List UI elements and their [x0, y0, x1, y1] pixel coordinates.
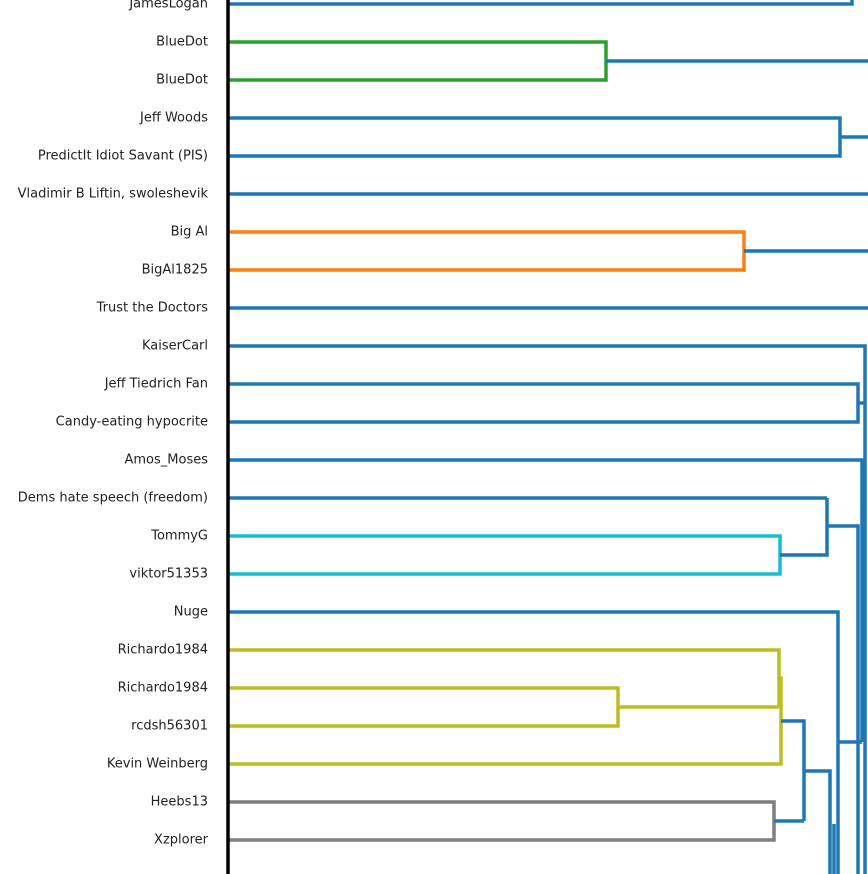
leaf-label: Trust the Doctors: [96, 301, 209, 316]
leaf-label: BigAl1825: [142, 263, 208, 278]
leaf-labels: JamesLogan BlueDot BlueDot Jeff Woods Predic…: [18, 0, 209, 848]
leaf-label: Vladimir B Liftin, swoleshevik: [18, 187, 209, 202]
leaf-label: rcdsh56301: [131, 719, 208, 734]
leaf-label: Heebs13: [151, 795, 208, 810]
leaf-label: viktor51353: [129, 567, 208, 582]
link: [228, 610, 840, 874]
link: [228, 686, 620, 728]
leaf-label: Kevin Weinberg: [107, 757, 208, 772]
leaf-label: KaiserCarl: [142, 339, 208, 354]
link: [827, 524, 860, 874]
links: [228, 0, 868, 874]
link: [228, 40, 608, 82]
link: [804, 769, 832, 874]
leaf-label: Richardo1984: [118, 643, 208, 658]
leaf-label: Richardo1984: [118, 681, 208, 696]
link: [228, 382, 860, 424]
link: [228, 344, 867, 874]
link: [228, 800, 776, 842]
link: [228, 0, 854, 6]
leaf-label: JamesLogan: [128, 0, 208, 12]
link: [228, 116, 842, 158]
link: [228, 676, 783, 766]
leaf-label: Xzplorer: [154, 833, 209, 848]
leaf-label: TommyG: [150, 529, 208, 544]
leaf-label: Big Al: [171, 225, 208, 240]
leaf-label: Candy-eating hypocrite: [56, 415, 208, 430]
leaf-label: Jeff Tiedrich Fan: [104, 377, 208, 392]
leaf-label: BlueDot: [156, 35, 208, 50]
leaf-label: BlueDot: [156, 73, 208, 88]
link: [228, 648, 781, 707]
link: [228, 230, 746, 272]
leaf-label: Nuge: [174, 605, 208, 620]
link: [228, 534, 782, 576]
link: [228, 458, 864, 742]
leaf-label: Amos_Moses: [125, 453, 209, 468]
leaf-label: PredictIt Idiot Savant (PIS): [38, 149, 208, 164]
link: [780, 498, 829, 557]
leaf-label: Dems hate speech (freedom): [18, 491, 208, 506]
leaf-label: Jeff Woods: [139, 111, 208, 126]
link: [781, 719, 806, 821]
